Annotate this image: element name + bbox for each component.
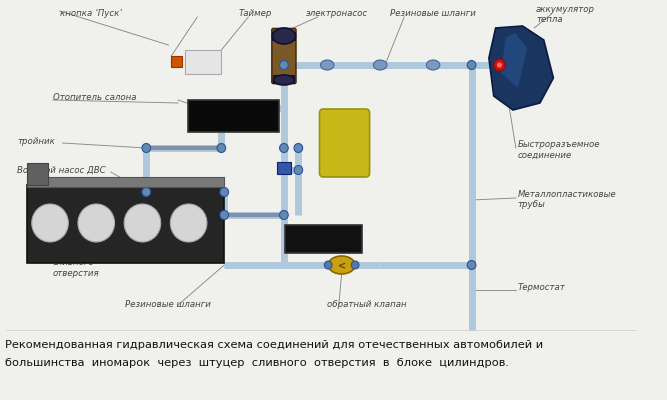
Text: Металлопластиковые
трубы: Металлопластиковые трубы bbox=[518, 190, 616, 210]
Text: штуцер
сливного
отверстия: штуцер сливного отверстия bbox=[53, 248, 99, 278]
Ellipse shape bbox=[426, 60, 440, 70]
Ellipse shape bbox=[78, 204, 115, 242]
Ellipse shape bbox=[352, 261, 359, 269]
FancyBboxPatch shape bbox=[273, 75, 295, 83]
Ellipse shape bbox=[328, 256, 355, 274]
Circle shape bbox=[468, 60, 476, 70]
Circle shape bbox=[220, 210, 229, 220]
FancyBboxPatch shape bbox=[185, 50, 221, 74]
Text: Рекомендованная гидравлическая схема соединений для отечественных автомобилей и: Рекомендованная гидравлическая схема сое… bbox=[5, 340, 543, 350]
Ellipse shape bbox=[324, 261, 332, 269]
Circle shape bbox=[217, 144, 225, 152]
Circle shape bbox=[142, 188, 151, 196]
Circle shape bbox=[497, 62, 502, 68]
Polygon shape bbox=[502, 33, 528, 88]
Text: большинства  иномарок  через  штуцер  сливного  отверстия  в  блоке  цилиндров.: большинства иномарок через штуцер сливно… bbox=[5, 358, 509, 368]
Circle shape bbox=[294, 166, 303, 174]
FancyBboxPatch shape bbox=[187, 100, 279, 132]
Circle shape bbox=[468, 260, 476, 270]
Text: Быстроразъемное
соединение: Быстроразъемное соединение bbox=[518, 140, 600, 159]
FancyBboxPatch shape bbox=[27, 185, 224, 263]
Text: Резиновые шланги: Резиновые шланги bbox=[125, 300, 211, 309]
FancyBboxPatch shape bbox=[27, 177, 224, 187]
Text: аккумулятор
тепла: аккумулятор тепла bbox=[536, 5, 595, 24]
Text: Резиновые шланги: Резиновые шланги bbox=[390, 9, 476, 18]
Circle shape bbox=[142, 144, 151, 152]
Polygon shape bbox=[489, 26, 554, 110]
FancyBboxPatch shape bbox=[272, 28, 296, 84]
FancyBboxPatch shape bbox=[319, 109, 370, 177]
FancyBboxPatch shape bbox=[277, 162, 291, 174]
Circle shape bbox=[279, 210, 288, 220]
Text: Водяной насос ДВС: Водяной насос ДВС bbox=[17, 166, 106, 174]
FancyBboxPatch shape bbox=[171, 56, 182, 67]
Text: электронасос: электронасос bbox=[306, 9, 368, 18]
Ellipse shape bbox=[124, 204, 161, 242]
Circle shape bbox=[494, 59, 506, 71]
FancyBboxPatch shape bbox=[272, 32, 295, 40]
Text: тройник: тройник bbox=[17, 138, 55, 146]
Text: обратный клапан: обратный клапан bbox=[327, 300, 407, 309]
Ellipse shape bbox=[272, 28, 295, 44]
FancyBboxPatch shape bbox=[285, 225, 362, 253]
Ellipse shape bbox=[273, 75, 295, 85]
Text: <: < bbox=[338, 261, 346, 271]
Circle shape bbox=[220, 188, 229, 196]
Text: Отопитель салона: Отопитель салона bbox=[53, 94, 137, 102]
Circle shape bbox=[279, 60, 288, 70]
Circle shape bbox=[294, 144, 303, 152]
Ellipse shape bbox=[320, 60, 334, 70]
Text: Таймер: Таймер bbox=[239, 9, 272, 18]
Circle shape bbox=[279, 144, 288, 152]
Text: Термостат: Термостат bbox=[518, 284, 566, 292]
Ellipse shape bbox=[170, 204, 207, 242]
Ellipse shape bbox=[32, 204, 68, 242]
Ellipse shape bbox=[374, 60, 387, 70]
Text: кнопка ‘Пуск’: кнопка ‘Пуск’ bbox=[59, 9, 122, 18]
FancyBboxPatch shape bbox=[27, 163, 48, 185]
